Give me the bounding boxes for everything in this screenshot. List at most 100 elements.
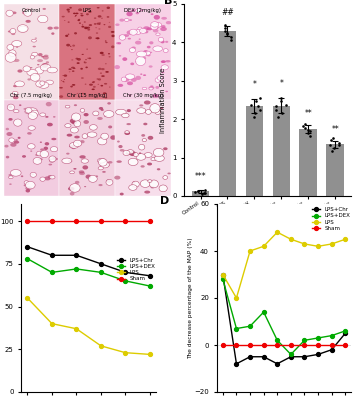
Ellipse shape	[97, 158, 105, 163]
Ellipse shape	[155, 86, 159, 89]
Ellipse shape	[32, 52, 38, 56]
Ellipse shape	[7, 44, 13, 50]
Point	[330, 135, 335, 142]
Ellipse shape	[98, 158, 107, 166]
Ellipse shape	[5, 53, 16, 62]
Ellipse shape	[101, 68, 105, 70]
Ellipse shape	[75, 12, 78, 14]
Ellipse shape	[107, 102, 111, 104]
Point	[192, 188, 198, 195]
LPS	[234, 296, 239, 300]
Ellipse shape	[99, 24, 100, 25]
Ellipse shape	[27, 108, 38, 114]
FancyBboxPatch shape	[59, 100, 115, 196]
Ellipse shape	[47, 123, 53, 126]
Ellipse shape	[68, 187, 75, 191]
LPS+Chr	[234, 362, 239, 366]
Ellipse shape	[97, 7, 100, 8]
Ellipse shape	[165, 60, 170, 62]
Ellipse shape	[131, 46, 136, 49]
Point	[327, 142, 333, 148]
Ellipse shape	[165, 41, 168, 43]
Point	[307, 128, 313, 135]
Ellipse shape	[17, 25, 28, 32]
Point	[336, 140, 342, 146]
Ellipse shape	[87, 58, 88, 59]
Ellipse shape	[71, 67, 75, 68]
Ellipse shape	[44, 147, 48, 150]
LPS	[289, 237, 293, 242]
Ellipse shape	[13, 110, 19, 113]
Ellipse shape	[86, 49, 88, 50]
Ellipse shape	[70, 171, 75, 174]
Ellipse shape	[30, 172, 37, 177]
Ellipse shape	[84, 27, 88, 29]
Ellipse shape	[133, 153, 138, 157]
Ellipse shape	[105, 71, 109, 73]
Ellipse shape	[104, 115, 107, 117]
Ellipse shape	[80, 68, 83, 70]
Ellipse shape	[163, 176, 168, 180]
Ellipse shape	[35, 154, 39, 156]
Ellipse shape	[27, 132, 32, 135]
Ellipse shape	[37, 151, 42, 156]
LPS+DEX	[99, 270, 103, 275]
Text: Chr (7.5 mg/kg): Chr (7.5 mg/kg)	[10, 93, 53, 98]
Ellipse shape	[85, 84, 86, 85]
Ellipse shape	[154, 155, 164, 161]
Ellipse shape	[109, 22, 110, 23]
Ellipse shape	[124, 133, 128, 134]
Ellipse shape	[69, 145, 75, 148]
Ellipse shape	[106, 6, 110, 9]
Text: Control: Control	[22, 8, 41, 13]
Point	[279, 98, 284, 104]
Ellipse shape	[65, 35, 68, 37]
Ellipse shape	[25, 186, 32, 190]
Ellipse shape	[32, 39, 37, 42]
Ellipse shape	[151, 158, 156, 161]
Ellipse shape	[98, 184, 103, 186]
Ellipse shape	[138, 144, 145, 150]
Ellipse shape	[13, 85, 17, 87]
Ellipse shape	[72, 84, 75, 86]
LPS	[123, 350, 127, 355]
Point	[329, 148, 335, 154]
Ellipse shape	[119, 19, 124, 22]
Ellipse shape	[111, 35, 115, 37]
Sham	[275, 342, 279, 347]
Ellipse shape	[46, 102, 52, 106]
Ellipse shape	[48, 26, 53, 30]
Line: LPS+DEX: LPS+DEX	[26, 257, 152, 288]
Ellipse shape	[143, 26, 150, 30]
Ellipse shape	[105, 97, 107, 98]
LPS	[99, 344, 103, 348]
Sham	[316, 342, 320, 347]
Ellipse shape	[36, 81, 43, 87]
Line: LPS: LPS	[26, 296, 152, 356]
Ellipse shape	[101, 75, 105, 77]
Ellipse shape	[73, 140, 82, 147]
Ellipse shape	[98, 138, 107, 145]
Ellipse shape	[97, 117, 103, 120]
Ellipse shape	[158, 37, 164, 42]
Ellipse shape	[126, 123, 131, 125]
Ellipse shape	[109, 56, 111, 58]
Ellipse shape	[78, 19, 80, 20]
Ellipse shape	[15, 139, 18, 141]
Point	[252, 110, 258, 117]
Ellipse shape	[30, 55, 34, 59]
Ellipse shape	[37, 59, 43, 62]
LPS+DEX	[148, 284, 152, 288]
Ellipse shape	[149, 65, 153, 68]
Ellipse shape	[23, 66, 31, 72]
Ellipse shape	[82, 165, 88, 170]
Ellipse shape	[46, 61, 49, 64]
Ellipse shape	[31, 74, 40, 81]
Ellipse shape	[127, 81, 133, 85]
Ellipse shape	[21, 175, 23, 177]
Ellipse shape	[18, 137, 21, 139]
LPS	[25, 296, 29, 300]
Ellipse shape	[19, 104, 21, 106]
LPS+DEX	[25, 256, 29, 261]
Point	[222, 25, 228, 31]
